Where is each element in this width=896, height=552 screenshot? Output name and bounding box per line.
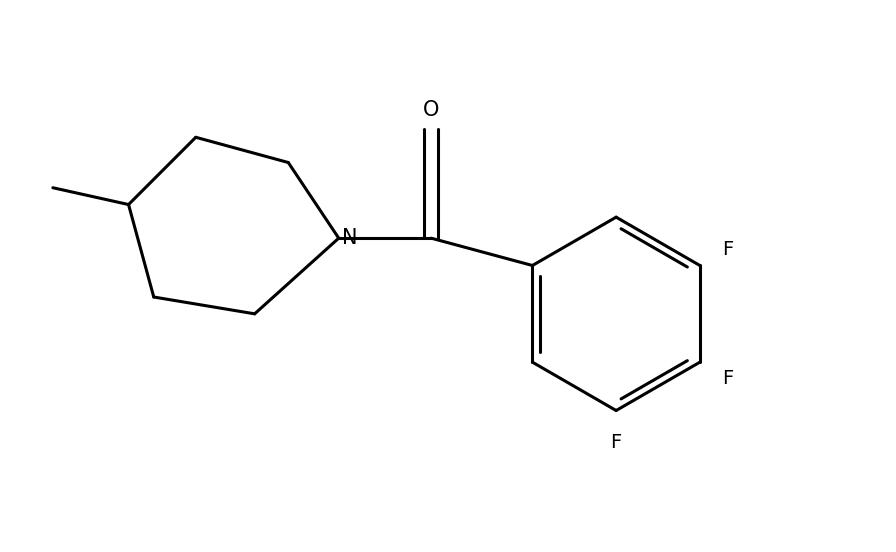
Text: F: F <box>722 240 733 259</box>
Text: O: O <box>423 100 439 120</box>
Text: F: F <box>610 433 622 452</box>
Text: F: F <box>722 369 733 388</box>
Text: N: N <box>342 228 358 248</box>
